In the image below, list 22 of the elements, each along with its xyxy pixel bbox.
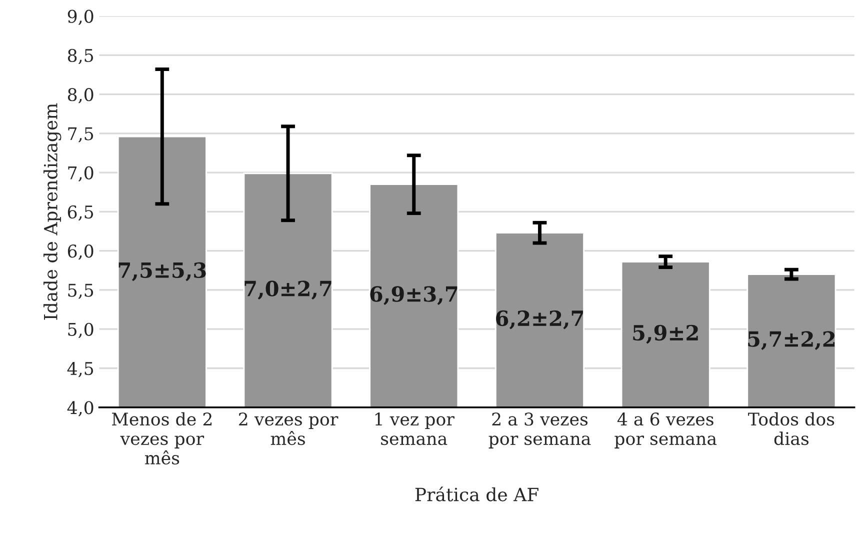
y-axis-title: Idade de Aprendizagem xyxy=(43,103,62,320)
x-tick-label: 2 a 3 vezes por semana xyxy=(488,412,591,448)
x-tick-label: Menos de 2 vezes por mês xyxy=(112,412,212,465)
y-tick-label: 6,0 xyxy=(68,244,94,260)
data-label: 7,0±2,7 xyxy=(244,280,332,300)
y-tick-label: 5,0 xyxy=(68,322,94,338)
x-tick-label: Todos dos dias xyxy=(748,412,834,446)
y-tick-label: 8,5 xyxy=(68,48,94,64)
data-label: 5,9±2 xyxy=(633,324,698,344)
y-tick-label: 9,0 xyxy=(68,10,94,26)
y-tick-label: 5,5 xyxy=(68,284,94,299)
x-tick-label: 1 vez por semana xyxy=(375,412,454,446)
y-tick-label: 4,5 xyxy=(67,362,94,378)
x-tick-label: 2 vezes por mês xyxy=(239,412,338,446)
x-axis-title: Prática de AF xyxy=(415,486,538,502)
y-tick-label: 7,5 xyxy=(68,127,94,142)
data-label: 5,7±2,2 xyxy=(748,331,835,350)
y-tick-label: 8,0 xyxy=(68,88,94,104)
y-tick-label: 7,0 xyxy=(68,166,94,182)
x-tick-label: 4 a 6 vezes por semana xyxy=(614,412,717,448)
y-tick-label: 4,0 xyxy=(67,401,94,416)
y-tick-label: 6,5 xyxy=(68,205,94,221)
